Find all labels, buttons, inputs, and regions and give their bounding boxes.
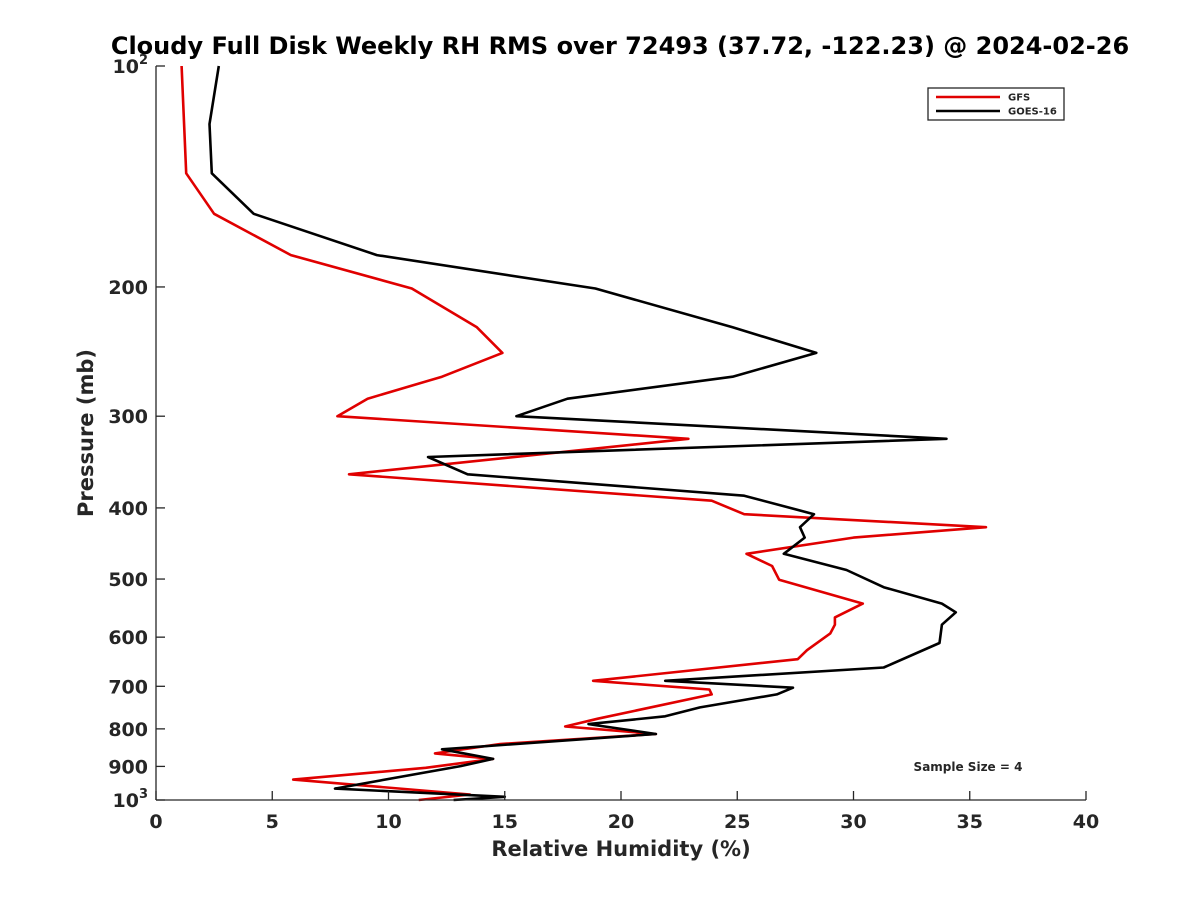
x-tick-label: 5 (266, 811, 279, 833)
legend-box (927, 87, 1065, 121)
series-line-goes-16 (208, 65, 958, 802)
x-tick-label: 25 (724, 811, 750, 833)
y-tick-label: 200 (108, 277, 148, 299)
y-tick-label: 102 (113, 53, 149, 78)
legend-label-goes-16: GOES-16 (1008, 107, 1057, 118)
y-tick-label: 103 (113, 787, 149, 812)
legend-label-gfs: GFS (1008, 93, 1030, 104)
x-tick-label: 30 (840, 811, 866, 833)
y-tick-label: 300 (108, 406, 148, 428)
y-ticks: 102 200 300 400 500 600 700 800 900 103 (108, 53, 165, 812)
x-tick-label: 35 (957, 811, 983, 833)
plot-lines (180, 65, 988, 802)
x-tick-label: 20 (608, 811, 634, 833)
chart-title: Cloudy Full Disk Weekly RH RMS over 7249… (111, 32, 1129, 60)
sample-size-annotation: Sample Size = 4 (914, 760, 1023, 774)
y-tick-label: 500 (108, 569, 148, 591)
y-tick-label: 600 (108, 627, 148, 649)
x-tick-label: 40 (1073, 811, 1099, 833)
legend: GFS GOES-16 (927, 87, 1065, 121)
x-ticks: 0 5 10 15 20 25 30 35 40 (149, 791, 1099, 833)
x-tick-label: 0 (149, 811, 162, 833)
y-tick-label: 800 (108, 719, 148, 741)
y-axis-label: Pressure (mb) (74, 349, 98, 517)
y-tick-label: 400 (108, 498, 148, 520)
y-tick-label: 700 (108, 676, 148, 698)
x-tick-label: 10 (375, 811, 401, 833)
y-tick-label: 900 (108, 756, 148, 778)
x-tick-label: 15 (492, 811, 518, 833)
x-axis-label: Relative Humidity (%) (491, 837, 750, 861)
